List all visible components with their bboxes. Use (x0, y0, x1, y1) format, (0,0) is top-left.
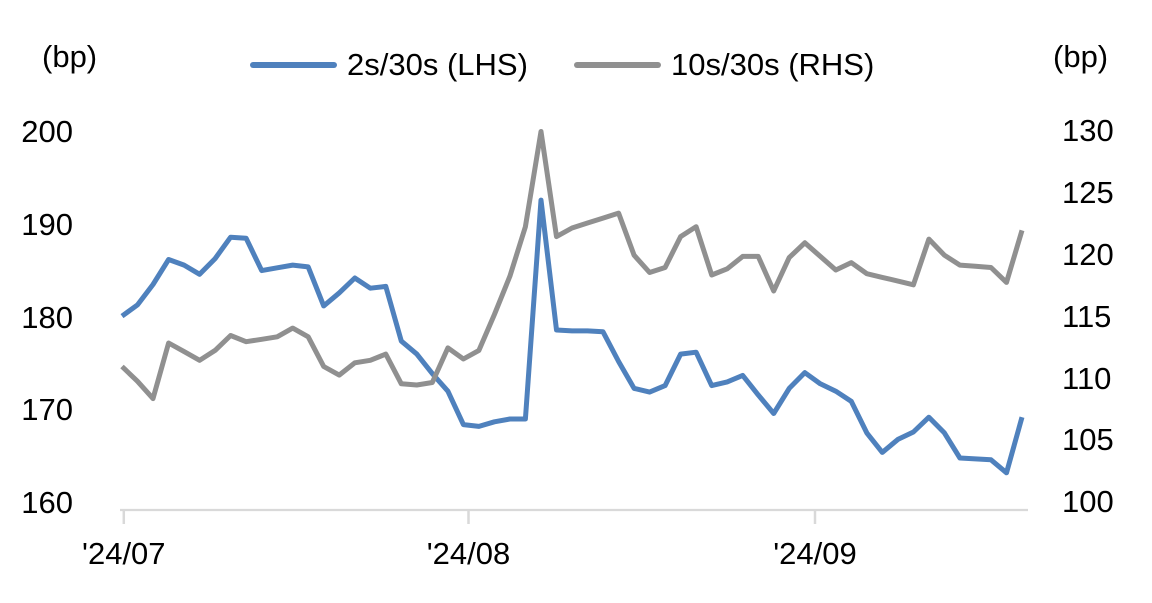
legend-label-10s30s: 10s/30s (RHS) (671, 47, 875, 82)
series-10s30s-line (120, 129, 1025, 402)
legend-swatch-10s30s-icon (574, 62, 661, 68)
x-axis-tick-marks (122, 510, 817, 524)
right-axis-tick-125: 125 (1062, 175, 1114, 210)
x-axis-tick-aug: '24/08 (426, 536, 511, 571)
legend-item-2s30s: 2s/30s (LHS) (250, 46, 528, 84)
right-axis-tick-130: 130 (1062, 113, 1114, 148)
left-axis-tick-190: 190 (21, 207, 73, 242)
left-axis-unit-label: (bp) (42, 39, 98, 74)
series-2s30s-line (120, 197, 1025, 476)
x-axis-tick-jul: '24/07 (82, 536, 166, 571)
legend-label-2s30s: 2s/30s (LHS) (347, 47, 528, 82)
left-axis-tick-180: 180 (21, 300, 73, 335)
left-axis-tick-170: 170 (21, 392, 73, 427)
right-axis-tick-105: 105 (1062, 422, 1114, 457)
x-axis-tick-sep: '24/09 (773, 536, 857, 571)
legend-item-10s30s: 10s/30s (RHS) (574, 46, 874, 84)
right-axis-tick-100: 100 (1062, 484, 1114, 519)
legend-swatch-2s30s-icon (250, 62, 337, 68)
right-axis-tick-120: 120 (1062, 237, 1114, 272)
left-axis-tick-160: 160 (21, 485, 73, 520)
left-axis-tick-200: 200 (21, 114, 73, 149)
right-axis-tick-110: 110 (1062, 361, 1112, 396)
right-axis-tick-115: 115 (1062, 299, 1112, 334)
right-axis-unit-label: (bp) (1053, 39, 1109, 74)
